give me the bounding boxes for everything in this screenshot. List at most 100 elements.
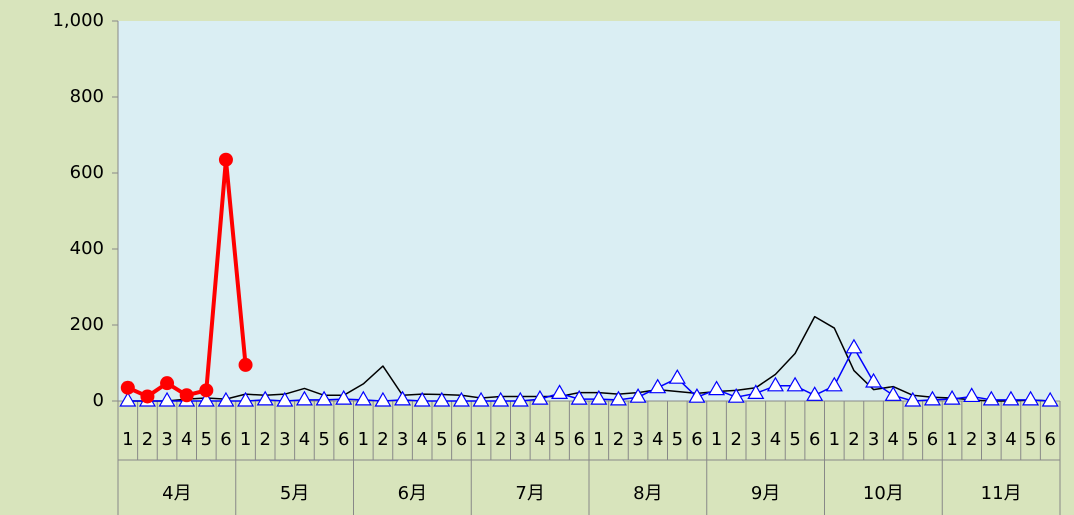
x-tick-label: 5 [201, 429, 212, 450]
x-tick-label: 6 [809, 429, 820, 450]
x-tick-label: 2 [142, 429, 153, 450]
y-tick-label: 1,000 [52, 10, 104, 31]
marker [315, 390, 333, 406]
x-tick-label: 3 [632, 429, 643, 450]
marker [492, 391, 510, 407]
x-tick-label: 4 [1005, 429, 1016, 450]
marker [845, 338, 863, 354]
marker [590, 389, 608, 405]
marker [963, 387, 981, 403]
marker [688, 387, 706, 403]
y-tick-label: 200 [70, 314, 104, 335]
marker [923, 390, 941, 406]
x-tick-label: 4 [181, 429, 192, 450]
marker [943, 389, 961, 405]
x-tick-label: 6 [456, 429, 467, 450]
marker [884, 386, 902, 401]
marker [140, 389, 155, 404]
marker [354, 390, 372, 406]
x-tick-label: 5 [554, 429, 565, 450]
x-tick-label: 1 [358, 429, 369, 450]
x-tick-label: 6 [220, 429, 231, 450]
marker [649, 378, 667, 394]
marker [511, 391, 529, 407]
marker [551, 384, 569, 399]
x-tick-label: 2 [259, 429, 270, 450]
group-label: 9月 [751, 483, 780, 504]
marker [668, 368, 686, 384]
group-label: 5月 [280, 483, 309, 504]
marker [413, 391, 431, 407]
marker [197, 391, 215, 407]
x-tick-label: 1 [122, 429, 133, 450]
x-tick-label: 3 [279, 429, 290, 450]
x-tick-label: 4 [534, 429, 545, 450]
y-tick-label: 800 [70, 86, 104, 107]
x-tick-label: 2 [730, 429, 741, 450]
x-tick-label: 3 [161, 429, 172, 450]
marker [1002, 390, 1020, 406]
x-tick-label: 3 [868, 429, 879, 450]
x-tick-label: 6 [573, 429, 584, 450]
marker [199, 383, 214, 398]
x-tick-label: 1 [711, 429, 722, 450]
marker [237, 391, 255, 407]
marker [218, 152, 233, 167]
x-tick-label: 5 [1025, 429, 1036, 450]
x-tick-label: 6 [1044, 429, 1055, 450]
x-tick-label: 5 [907, 429, 918, 450]
x-tick-label: 5 [789, 429, 800, 450]
marker [786, 376, 804, 392]
x-tick-label: 5 [672, 429, 683, 450]
x-tick-label: 5 [436, 429, 447, 450]
marker [747, 384, 765, 399]
group-label: 4月 [162, 483, 191, 504]
x-tick-label: 1 [829, 429, 840, 450]
marker [766, 376, 784, 392]
marker [119, 391, 137, 407]
marker [609, 390, 627, 406]
x-tick-label: 3 [397, 429, 408, 450]
marker [708, 380, 726, 396]
y-tick-label: 0 [93, 390, 104, 411]
series-line [127, 315, 1051, 402]
group-label: 7月 [515, 483, 544, 504]
y-tick-label: 600 [70, 162, 104, 183]
x-tick-label: 4 [770, 429, 781, 450]
marker [120, 380, 135, 395]
marker [217, 391, 235, 407]
x-tick-label: 1 [475, 429, 486, 450]
x-tick-label: 2 [848, 429, 859, 450]
marker [256, 390, 274, 406]
x-tick-label: 5 [318, 429, 329, 450]
marker [531, 389, 549, 405]
x-tick-label: 6 [927, 429, 938, 450]
marker [825, 376, 843, 392]
marker [394, 390, 412, 406]
marker [158, 391, 176, 407]
x-tick-label: 2 [377, 429, 388, 450]
group-label: 6月 [398, 483, 427, 504]
marker [1041, 391, 1059, 407]
x-tick-label: 3 [515, 429, 526, 450]
marker [160, 376, 175, 391]
marker [433, 391, 451, 407]
x-tick-label: 2 [613, 429, 624, 450]
x-tick-label: 2 [495, 429, 506, 450]
marker [982, 390, 1000, 406]
x-tick-label: 3 [750, 429, 761, 450]
x-tick-label: 4 [299, 429, 310, 450]
x-tick-label: 6 [338, 429, 349, 450]
x-tick-label: 1 [593, 429, 604, 450]
marker [806, 386, 824, 401]
x-tick-label: 2 [966, 429, 977, 450]
marker [904, 391, 922, 407]
group-label: 10月 [863, 483, 904, 504]
marker [238, 357, 253, 372]
marker [472, 391, 490, 407]
x-tick-label: 4 [416, 429, 427, 450]
group-label: 8月 [633, 483, 662, 504]
x-tick-label: 6 [691, 429, 702, 450]
marker [295, 390, 313, 406]
